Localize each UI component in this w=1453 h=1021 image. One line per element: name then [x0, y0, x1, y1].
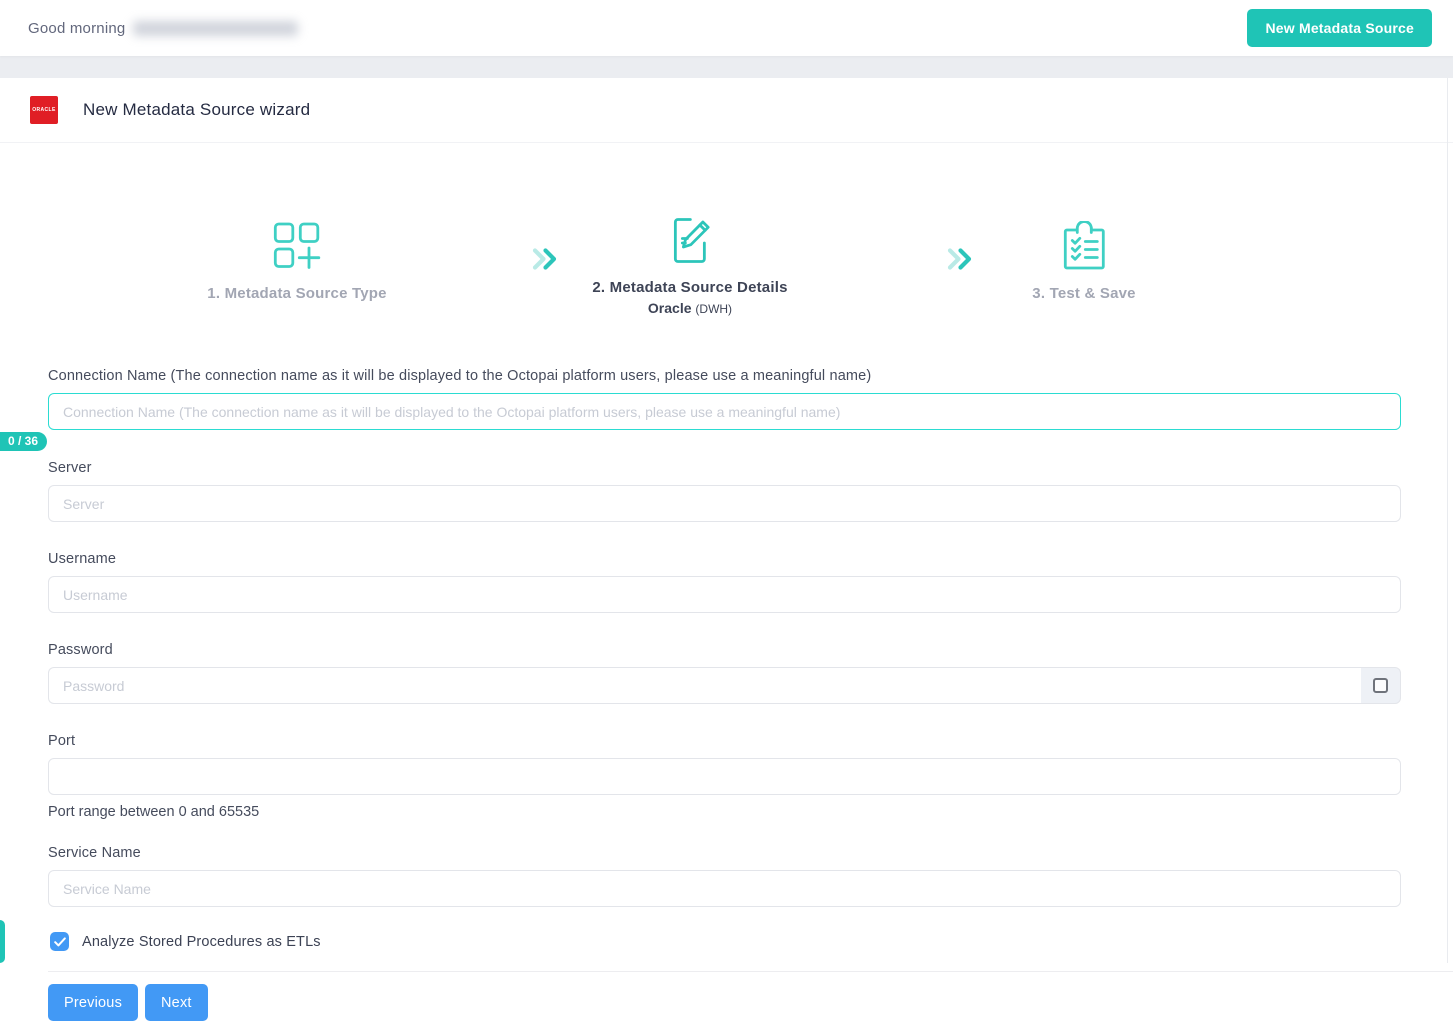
edit-document-icon	[673, 218, 710, 263]
redacted-user-name	[133, 20, 299, 36]
show-password-checkbox[interactable]	[1373, 678, 1388, 693]
service-name-group: Service Name	[48, 845, 1401, 907]
analyze-etl-row: Analyze Stored Procedures as ETLs	[50, 932, 1401, 951]
step-metadata-source-details: 2. Metadata Source Details Oracle (DWH)	[592, 213, 787, 316]
show-password-addon	[1361, 667, 1401, 704]
step-sublabel: Oracle (DWH)	[592, 300, 787, 316]
checkmark-icon	[53, 936, 66, 946]
password-input[interactable]	[48, 667, 1361, 704]
step-label: 1. Metadata Source Type	[207, 285, 387, 302]
username-input[interactable]	[48, 576, 1401, 613]
analyze-etl-label: Analyze Stored Procedures as ETLs	[82, 933, 321, 950]
checklist-clipboard-icon	[1063, 221, 1105, 270]
port-helper-text: Port range between 0 and 65535	[48, 804, 260, 820]
username-label: Username	[48, 551, 117, 567]
service-name-label: Service Name	[48, 845, 141, 861]
header-divider-band	[0, 56, 1453, 78]
char-counter-badge: 0 / 36	[0, 432, 48, 451]
service-name-input[interactable]	[48, 870, 1401, 907]
right-edge-line	[1447, 78, 1448, 963]
connection-name-group: Connection Name (The connection name as …	[0, 368, 1401, 451]
left-edge-tab[interactable]	[0, 920, 5, 963]
username-group: Username	[48, 551, 1401, 613]
port-label: Port	[48, 733, 76, 749]
new-metadata-source-button[interactable]: New Metadata Source	[1247, 9, 1432, 47]
password-label: Password	[48, 642, 113, 658]
server-label: Server	[48, 460, 92, 476]
password-group: Password	[48, 642, 1401, 704]
step-label: 2. Metadata Source Details	[592, 279, 788, 296]
wizard-buttons-row: Previous Next	[0, 972, 1453, 1021]
grid-plus-icon	[273, 222, 320, 269]
oracle-logo: ORACLE	[30, 96, 58, 124]
chevron-right-separator-icon	[947, 248, 972, 270]
wizard-stepper: 1. Metadata Source Type 2. Metadata Sour…	[0, 203, 1453, 368]
step-label: 3. Test & Save	[1032, 285, 1136, 302]
char-counter-wrap: 0 / 36	[0, 432, 1401, 451]
port-group: Port Port range between 0 and 65535	[48, 733, 1401, 820]
chevron-right-separator-icon	[532, 248, 557, 270]
server-group: Server	[48, 460, 1401, 522]
step-sublabel-source: Oracle	[647, 300, 692, 316]
password-row	[48, 667, 1401, 704]
analyze-etl-checkbox[interactable]	[50, 932, 69, 951]
server-input[interactable]	[48, 485, 1401, 522]
step-sublabel-type: (DWH)	[695, 302, 733, 316]
page-title: New Metadata Source wizard	[83, 100, 311, 119]
step-metadata-source-type: 1. Metadata Source Type	[207, 221, 386, 302]
greeting-row: Good morning	[28, 19, 299, 37]
next-button[interactable]: Next	[145, 984, 208, 1021]
port-input[interactable]	[48, 758, 1401, 795]
step-test-and-save: 3. Test & Save	[1032, 221, 1136, 302]
connection-name-label: Connection Name (The connection name as …	[48, 368, 872, 384]
previous-button[interactable]: Previous	[48, 984, 139, 1021]
top-header: Good morning New Metadata Source	[0, 0, 1453, 56]
connection-name-input[interactable]	[48, 393, 1401, 430]
wizard-header: ORACLE New Metadata Source wizard	[0, 78, 1453, 143]
greeting-text: Good morning	[28, 19, 126, 37]
metadata-source-form: Connection Name (The connection name as …	[0, 368, 1453, 951]
